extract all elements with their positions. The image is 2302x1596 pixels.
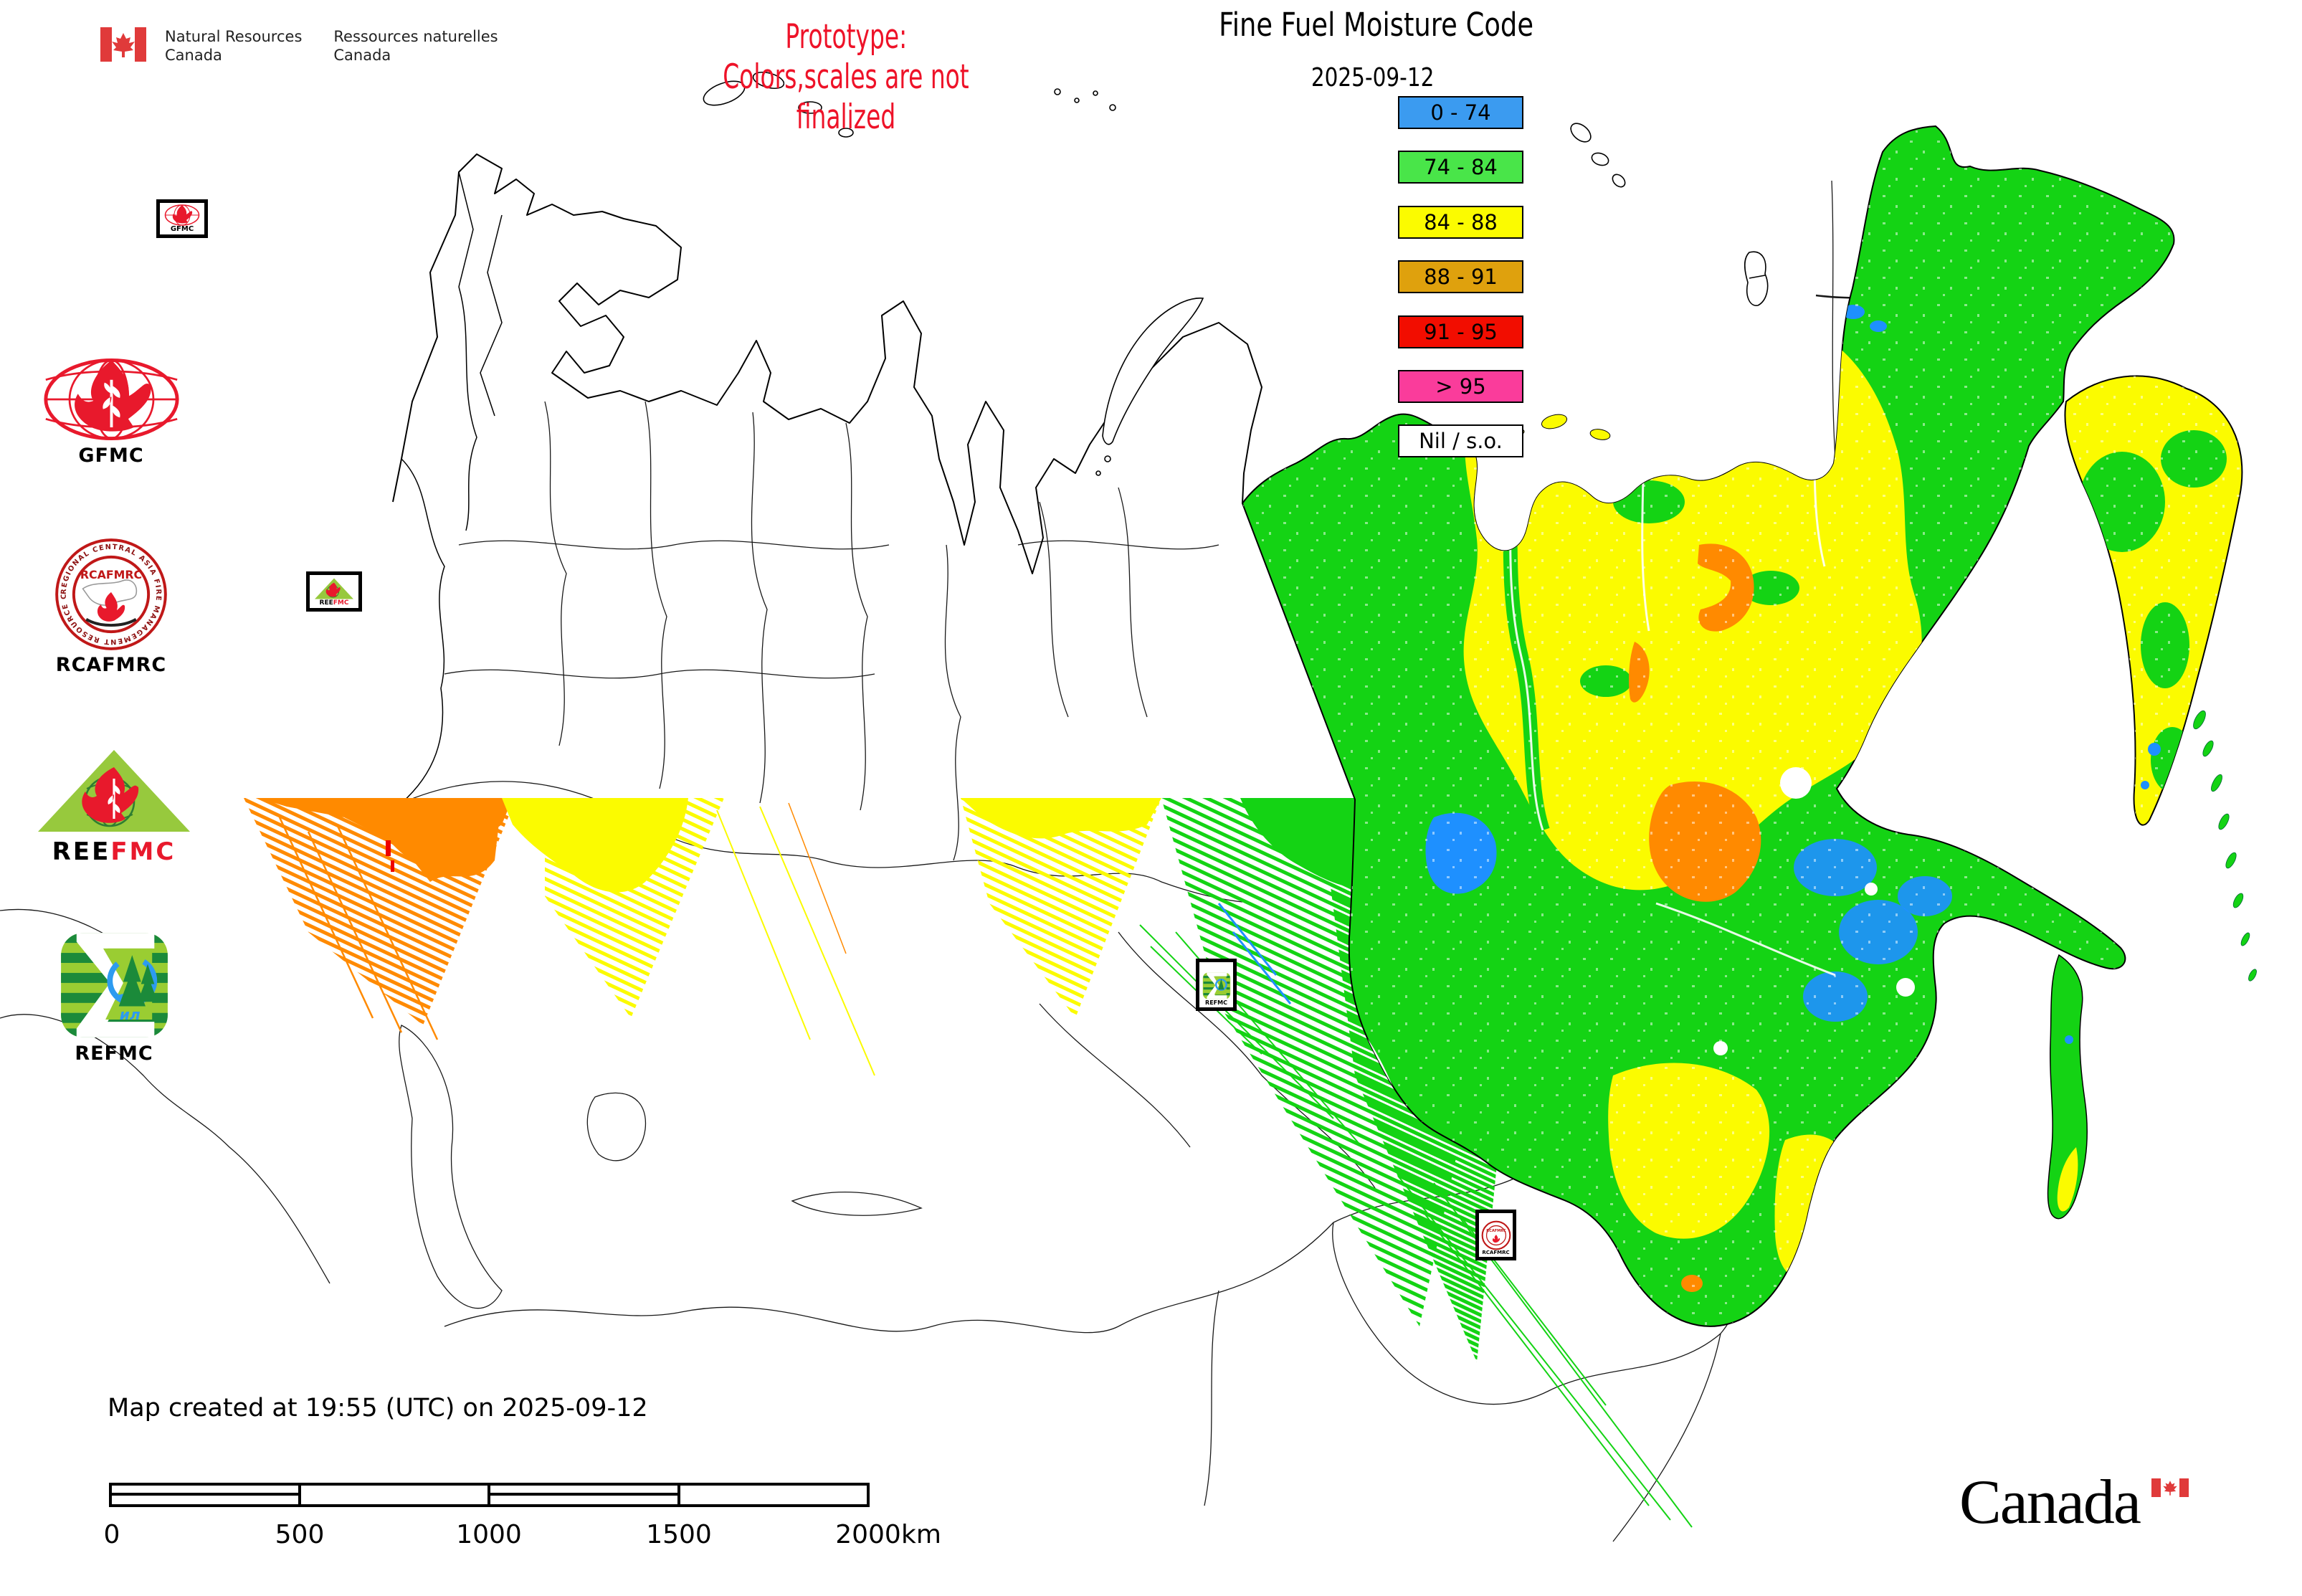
legend-item-nil: Nil / s.o. <box>1398 424 1523 457</box>
rcafmrc-map-marker: RCAFMRC RCAFMRC <box>1475 1210 1516 1260</box>
page-title: Fine Fuel Moisture Code <box>1219 6 1534 44</box>
nrcan-french: Ressources naturelles Canada <box>333 28 498 64</box>
reefmc-logo: REEFMC <box>34 747 194 866</box>
gfmc-label: GFMC <box>78 445 144 467</box>
canada-flag-icon <box>100 27 146 62</box>
map-created-text: Map created at 19:55 (UTC) on 2025-09-12 <box>108 1394 648 1422</box>
legend-item-0-74: 0 - 74 <box>1398 96 1523 129</box>
sakhalin-island <box>2047 954 2088 1220</box>
wordmark-flag-icon <box>2151 1478 2189 1497</box>
coastlines-west <box>392 153 1262 804</box>
refmc-map-marker: REFMC <box>1196 959 1237 1011</box>
scale-tick-1500: 1500 <box>646 1520 712 1549</box>
refmc-label: REFMC <box>75 1042 153 1065</box>
nrcan-signature: Natural Resources Canada Ressources natu… <box>100 27 498 65</box>
refmc-sigma-icon: ил <box>60 933 168 1037</box>
prototype-line1: Prototype: <box>785 17 907 57</box>
legend-item-88-91: 88 - 91 <box>1398 260 1523 293</box>
reefmc-label: REEFMC <box>52 837 176 866</box>
legend-item-84-88: 84 - 88 <box>1398 206 1523 239</box>
gfmc-mini-icon <box>164 204 200 226</box>
nrcan-english: Natural Resources Canada <box>165 28 303 64</box>
reefmc-mini-icon <box>315 578 353 599</box>
rcafmrc-label: RCAFMRC <box>55 654 167 676</box>
legend-item-91-95: 91 - 95 <box>1398 315 1523 348</box>
scale-tick-0: 0 <box>104 1520 120 1549</box>
gfmc-logo: GFMC <box>39 357 183 467</box>
rcafmrc-mini-icon: RCAFMRC <box>1481 1220 1511 1250</box>
arctic-islands <box>703 71 1769 476</box>
prototype-warning: Prototype: Colors,scales are not finaliz… <box>631 17 1061 138</box>
canada-wordmark: Canada <box>1959 1471 2189 1534</box>
gfmc-map-marker: GFMC <box>156 199 208 238</box>
reefmc-triangle-icon <box>38 750 190 832</box>
scale-tick-500: 500 <box>275 1520 325 1549</box>
scale-unit: km <box>901 1520 941 1549</box>
scale-tick-1000: 1000 <box>456 1520 522 1549</box>
svg-text:RCAFMRC: RCAFMRC <box>1486 1229 1506 1233</box>
map-date: 2025-09-12 <box>1311 63 1435 92</box>
svg-text:RCAFMRC: RCAFMRC <box>80 568 142 581</box>
kuril-islands <box>2193 710 2257 982</box>
scale-tick-2000: 2000 <box>835 1520 901 1549</box>
refmc-mini-icon <box>1202 972 1230 999</box>
svg-text:ил: ил <box>119 1006 140 1023</box>
rcafmrc-seal-icon: REGIONAL CENTRAL ASIA FIRE MANAGEMENT RE… <box>51 532 167 650</box>
new-siberian-islands <box>1515 414 1611 440</box>
rcafmrc-logo: REGIONAL CENTRAL ASIA FIRE MANAGEMENT RE… <box>51 532 168 676</box>
refmc-logo: ил REFMC <box>57 931 171 1065</box>
prototype-line2: Colors,scales are not finalized <box>723 57 969 137</box>
kamchatka-detail <box>2065 376 2242 825</box>
legend-item-74-84: 74 - 84 <box>1398 151 1523 184</box>
gfmc-globe-flame-icon <box>43 358 179 441</box>
legend-item-gt95: > 95 <box>1398 370 1523 403</box>
reefmc-map-marker: REEFMC <box>306 571 362 612</box>
scale-bar: 0 500 1000 1500 2000 km <box>104 1483 941 1549</box>
